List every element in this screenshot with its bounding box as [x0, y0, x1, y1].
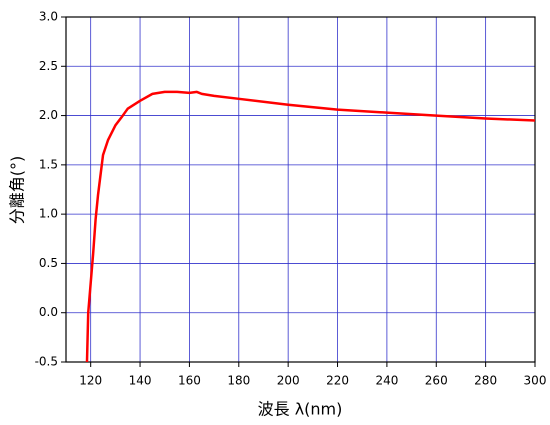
x-tick-label: 220 [326, 374, 349, 388]
y-tick-label: 0.5 [39, 256, 58, 270]
x-tick-label: 260 [425, 374, 448, 388]
y-tick-label: 2.0 [39, 108, 58, 122]
x-tick-label: 120 [79, 374, 102, 388]
y-tick-label: 1.5 [39, 157, 58, 171]
y-tick-label: 1.0 [39, 207, 58, 221]
data-line [85, 90, 536, 363]
x-tick-label: 140 [129, 374, 152, 388]
x-tick-label: 280 [474, 374, 497, 388]
x-tick-label: 300 [524, 374, 547, 388]
x-tick-label: 200 [277, 374, 300, 388]
y-tick-label: 2.5 [39, 59, 58, 73]
plot-frame [65, 16, 536, 363]
x-tick-label: 160 [178, 374, 201, 388]
x-tick-label: 180 [227, 374, 250, 388]
y-tick-label: -0.5 [35, 355, 58, 369]
x-axis-label: 波長 λ(nm) [258, 400, 343, 419]
y-tick-label: 3.0 [39, 10, 58, 24]
x-tick-label: 240 [375, 374, 398, 388]
y-tick-label: 0.0 [39, 305, 58, 319]
y-axis-label: 分離角(°) [8, 156, 27, 225]
